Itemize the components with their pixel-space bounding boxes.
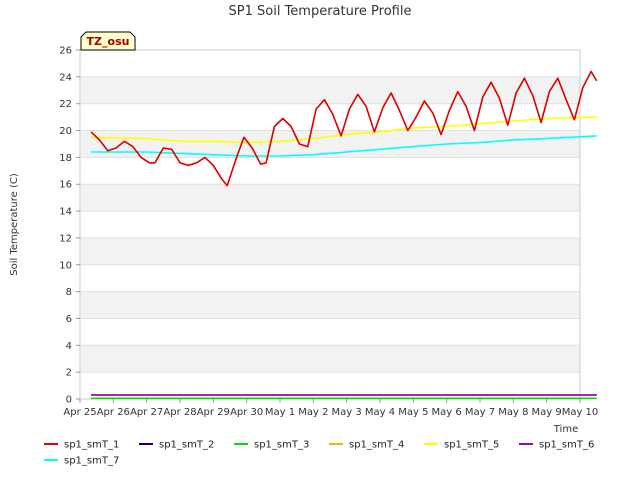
x-tick-label: Apr 28 [163, 407, 196, 418]
badge-text: TZ_osu [87, 35, 130, 48]
y-tick-label: 22 [59, 99, 72, 110]
y-tick-label: 24 [59, 72, 72, 83]
x-tick-label: May 2 [298, 407, 328, 418]
legend-label-sp1_smT_7: sp1_smT_7 [64, 456, 119, 467]
series-line-sp1_smT_5 [91, 116, 597, 144]
badge-shape [80, 31, 136, 51]
x-tick-label: May 1 [265, 407, 295, 418]
legend-label-sp1_smT_2: sp1_smT_2 [159, 440, 214, 451]
y-axis-label: Soil Temperature (C) [9, 173, 20, 276]
series-line-sp1_smT_7 [91, 135, 597, 157]
x-tick-label: Apr 30 [230, 407, 263, 418]
x-tick-label: May 8 [498, 407, 528, 418]
y-tick-label: 12 [59, 233, 72, 244]
legend: sp1_smT_1 sp1_smT_2 sp1_smT_3 sp1_smT_4 sp1_… [44, 440, 594, 467]
series-line-sp1_smT_1 [90, 70, 598, 187]
grid-band [80, 184, 580, 212]
legend-label-sp1_smT_4: sp1_smT_4 [349, 440, 404, 451]
x-tick-label: May 3 [332, 407, 362, 418]
x-tick-label: May 6 [432, 407, 462, 418]
y-tick-label: 16 [59, 180, 72, 191]
y-tick-label: 14 [59, 207, 72, 218]
grid-band [80, 76, 580, 104]
x-tick-label: May 9 [532, 407, 562, 418]
series-layer [90, 70, 598, 400]
y-tick-label: 20 [59, 126, 72, 137]
grid-band [80, 237, 580, 265]
x-tick-label: May 7 [465, 407, 495, 418]
y-tick-label: 10 [59, 260, 72, 271]
x-tick-label: May 4 [365, 407, 395, 418]
y-tick-label: 0 [66, 395, 72, 406]
chart-title: SP1 Soil Temperature Profile [229, 4, 412, 19]
x-axis-label: Time [553, 424, 578, 435]
y-tick-label: 6 [66, 314, 72, 325]
x-tick-label: Apr 29 [197, 407, 230, 418]
x-tick-label: May 10 [562, 407, 599, 418]
x-tick-labels: Apr 25 Apr 26 Apr 27 Apr 28 Apr 29 Apr 30 May … [63, 399, 598, 418]
x-tick-label: May 5 [398, 407, 428, 418]
legend-label-sp1_smT_1: sp1_smT_1 [64, 440, 119, 451]
y-tick-label: 8 [66, 287, 72, 298]
x-tick-label: Apr 26 [97, 407, 130, 418]
timezone-badge: TZ_osu [80, 31, 136, 51]
grid-band [80, 345, 580, 373]
y-tick-label: 4 [66, 341, 72, 352]
legend-label-sp1_smT_5: sp1_smT_5 [444, 440, 499, 451]
x-tick-label: Apr 27 [130, 407, 163, 418]
x-tick-label: Apr 25 [63, 407, 96, 418]
y-tick-label: 26 [59, 46, 72, 57]
y-tick-label: 2 [66, 368, 72, 379]
grid-band [80, 291, 580, 319]
y-tick-label: 18 [59, 153, 72, 164]
legend-label-sp1_smT_6: sp1_smT_6 [539, 440, 594, 451]
legend-label-sp1_smT_3: sp1_smT_3 [254, 440, 309, 451]
